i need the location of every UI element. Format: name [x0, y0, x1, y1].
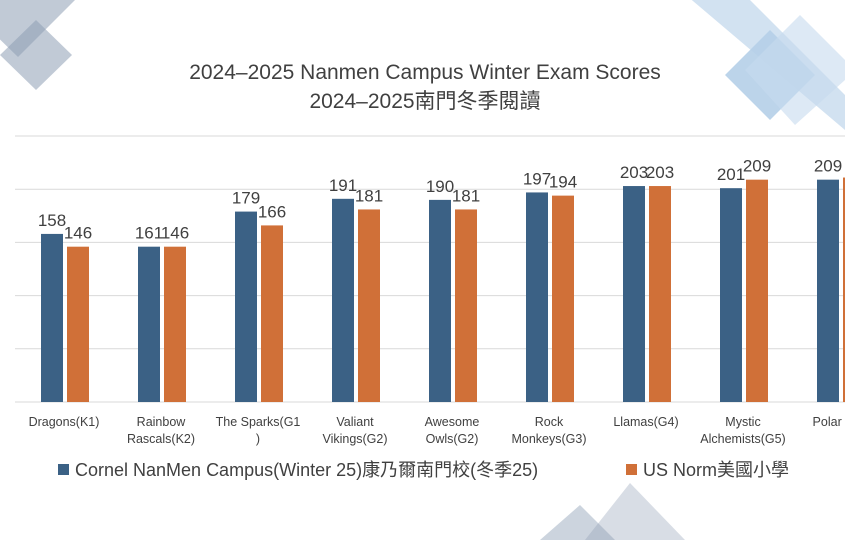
x-tick-label: Rock: [535, 415, 564, 429]
bar-series2: [261, 225, 283, 402]
bar-series2: [455, 209, 477, 402]
x-tick-label: Polar Bea: [813, 415, 845, 429]
bar-series1: [138, 246, 160, 402]
chart-title: 2024–2025 Nanmen Campus Winter Exam Scor…: [189, 61, 661, 84]
data-label-series1: 197: [523, 169, 551, 188]
data-label-series2: 203: [646, 163, 674, 182]
bar-series1: [817, 179, 839, 402]
chart-title-block: 2024–2025 Nanmen Campus Winter Exam Scor…: [0, 58, 845, 116]
data-label-series1: 158: [38, 211, 66, 230]
data-label-series2: 166: [258, 202, 286, 221]
legend-item-series2: US Norm美國小學: [626, 456, 789, 482]
data-label-series2: 146: [161, 224, 189, 243]
legend-swatch-series1: [58, 463, 69, 475]
bar-series1: [429, 199, 451, 402]
bar-series2: [67, 246, 89, 402]
x-tick-label: Owls(G2): [426, 432, 479, 446]
legend-label-series2: US Norm美國小學: [643, 460, 790, 480]
data-label-series1: 190: [426, 177, 454, 196]
legend-swatch-series2: [626, 463, 637, 475]
bar-series1: [623, 186, 645, 402]
bar-series1: [41, 233, 63, 402]
x-tick-label: Monkeys(G3): [511, 432, 586, 446]
x-tick-label: Valiant: [336, 415, 374, 429]
bar-series2: [358, 209, 380, 402]
x-tick-label: Awesome: [425, 415, 480, 429]
x-tick-label: Dragons(K1): [29, 415, 100, 429]
data-label-series2: 209: [743, 157, 771, 176]
bar-chart: 158146Dragons(K1)161146RainbowRascals(K2…: [15, 135, 845, 446]
bar-series1: [235, 211, 257, 402]
x-tick-label: Rainbow: [137, 415, 187, 429]
bar-series1: [332, 198, 354, 402]
data-label-series2: 181: [452, 186, 480, 205]
data-label-series2: 194: [549, 173, 577, 192]
x-tick-label: Llamas(G4): [613, 415, 678, 429]
data-label-series1: 209: [814, 157, 842, 176]
bar-series1: [720, 188, 742, 402]
data-label-series1: 201: [717, 165, 745, 184]
bar-series2: [649, 186, 671, 402]
bar-series2: [843, 177, 845, 402]
x-tick-label: The Sparks(G1: [216, 415, 301, 429]
legend-label-series1: Cornel NanMen Campus(Winter 25)康乃爾南門校(冬季…: [75, 460, 539, 480]
bar-series2: [746, 179, 768, 402]
data-label-series1: 203: [620, 163, 648, 182]
data-label-series1: 179: [232, 189, 260, 208]
data-label-series2: 146: [64, 224, 92, 243]
data-label-series1: 161: [135, 224, 163, 243]
bar-series2: [552, 195, 574, 402]
x-tick-label: Rascals(K2): [127, 432, 195, 446]
data-label-series2: 181: [355, 186, 383, 205]
bar-series1: [526, 192, 548, 402]
chart-subtitle: 2024–2025南門冬季閱讀: [309, 90, 541, 113]
x-tick-label: Mystic: [725, 415, 760, 429]
data-label-series1: 191: [329, 176, 357, 195]
bar-series2: [164, 246, 186, 402]
x-tick-label: Vikings(G2): [322, 432, 387, 446]
deco-diamond-top-left: [0, 0, 75, 90]
deco-diamond-bottom: [540, 483, 685, 540]
x-tick-label: Alchemists(G5): [700, 432, 785, 446]
legend-item-series1: Cornel NanMen Campus(Winter 25)康乃爾南門校(冬季…: [58, 456, 538, 482]
x-tick-label: ): [256, 432, 260, 446]
deco-diamond-top-right: [691, 0, 845, 130]
